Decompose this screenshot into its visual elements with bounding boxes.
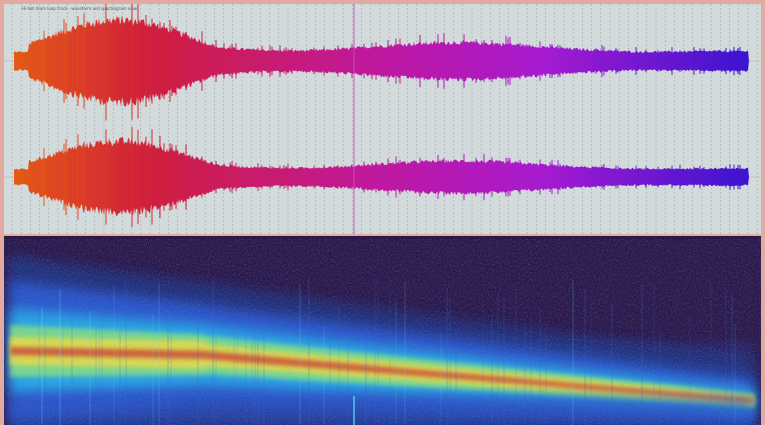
waveform-channel-1[interactable] <box>14 15 750 107</box>
waveform-panel[interactable]: Hi-hat drum loop track - waveform and sp… <box>4 4 761 234</box>
waveform-transient-spikes <box>43 4 741 228</box>
spectrogram-noise-texture <box>10 256 754 425</box>
track-caption: Hi-hat drum loop track - waveform and sp… <box>22 6 138 11</box>
waveform-channel-2[interactable] <box>14 137 750 217</box>
spectrogram-panel[interactable] <box>4 236 761 425</box>
spectrogram-transients <box>38 276 736 425</box>
waveform-canvas[interactable] <box>4 4 761 234</box>
spectrogram-canvas[interactable] <box>4 236 761 425</box>
